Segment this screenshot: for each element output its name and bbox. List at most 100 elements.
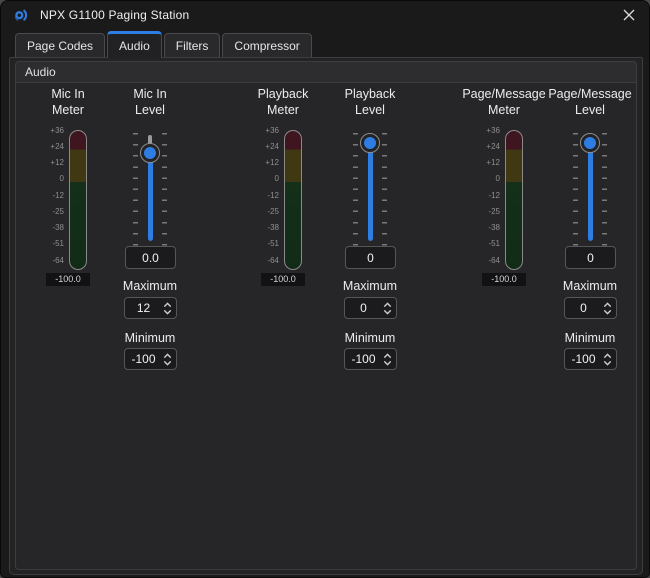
meter-value: -100.0 (261, 273, 305, 286)
spin-up-icon[interactable] (383, 301, 392, 308)
meter-column: Page/Message Meter +36 +24 +12 0 -12 -25 -38 -5… (462, 83, 546, 383)
level-value-field[interactable]: 0 (345, 246, 396, 269)
spin-down-icon[interactable] (603, 360, 612, 366)
spinner-buttons[interactable] (381, 298, 396, 318)
slider-title: Playback Level (338, 86, 402, 118)
spinner-buttons[interactable] (161, 349, 176, 369)
slider-ticks-left (353, 133, 358, 246)
slider-track[interactable] (368, 143, 373, 241)
minimum-value[interactable]: -100 (131, 352, 156, 366)
minimum-value[interactable]: -100 (351, 352, 376, 366)
meter-value: -100.0 (46, 273, 90, 286)
spin-down-icon[interactable] (603, 309, 612, 315)
spin-down-icon[interactable] (383, 360, 392, 366)
maximum-label: Maximum (342, 279, 398, 293)
slider-track[interactable] (588, 143, 593, 241)
slider-title-line2: Level (355, 103, 385, 117)
slider-handle[interactable] (140, 142, 160, 163)
minimum-spinbox[interactable]: -100 (344, 348, 397, 370)
meter-value: -100.0 (482, 273, 526, 286)
level-meter: +36 +24 +12 0 -12 -25 -38 -51 -64 (251, 126, 315, 270)
slider-handle[interactable] (360, 133, 380, 153)
meter-scale-label: +12 (486, 158, 500, 167)
maximum-spinbox[interactable]: 0 (344, 297, 397, 319)
spinner-buttons[interactable] (161, 298, 176, 318)
tab-compressor[interactable]: Compressor (222, 33, 312, 57)
spin-down-icon[interactable] (163, 309, 172, 315)
spinner-buttons[interactable] (381, 349, 396, 369)
app-logo-icon (13, 6, 31, 24)
maximum-value[interactable]: 0 (580, 301, 587, 315)
maximum-value[interactable]: 12 (136, 301, 151, 315)
group-body: Mic In Meter +36 +24 +12 0 -12 -25 -38 -51 -64 -… (16, 83, 636, 568)
slider-handle[interactable] (580, 133, 600, 153)
meter-title-line2: Meter (488, 103, 520, 117)
tab-filters[interactable]: Filters (163, 33, 221, 57)
meter-scale-label: -64 (488, 255, 500, 265)
level-slider[interactable] (558, 130, 622, 246)
minimum-spinbox[interactable]: -100 (564, 348, 617, 370)
tab-page-codes[interactable]: Page Codes (15, 33, 106, 57)
meter-scale-label: -25 (267, 206, 279, 216)
tab-label: Compressor (234, 38, 300, 53)
meter-scale-label: -38 (52, 223, 64, 232)
meter-title-line1: Playback (257, 87, 309, 101)
level-value-field[interactable]: 0 (565, 246, 616, 269)
meter-scale-label: -12 (267, 190, 279, 200)
minimum-label: Minimum (344, 331, 396, 345)
meter-title-line1: Mic In (51, 87, 85, 101)
meter-scale-label: +36 (486, 125, 500, 135)
meter-title: Playback Meter (251, 86, 315, 118)
spin-up-icon[interactable] (383, 352, 392, 359)
close-button[interactable] (622, 8, 636, 22)
maximum-label: Maximum (562, 279, 618, 293)
tab-audio[interactable]: Audio (107, 31, 162, 58)
spinner-buttons[interactable] (601, 349, 616, 369)
slider-ticks-left (573, 133, 578, 246)
spin-down-icon[interactable] (383, 309, 392, 315)
level-slider[interactable] (118, 130, 182, 246)
spin-down-icon[interactable] (163, 360, 172, 366)
slider-title: Mic In Level (118, 86, 182, 118)
level-slider-column: Playback Level 0 Maximum 0 Minimum -100 (338, 83, 402, 383)
level-slider[interactable] (338, 130, 402, 246)
level-meter: +36 +24 +12 0 -12 -25 -38 -51 -64 (472, 126, 536, 270)
slider-ticks-right (382, 133, 387, 246)
spinner-buttons[interactable] (601, 298, 616, 318)
tab-label: Audio (119, 39, 150, 53)
level-meter: +36 +24 +12 0 -12 -25 -38 -51 -64 (36, 126, 100, 270)
slider-handle-dot (364, 137, 376, 149)
meter-scale-label: -25 (488, 206, 500, 216)
meter-scale-label: +12 (265, 158, 279, 167)
slider-title-line2: Level (135, 103, 165, 117)
slider-handle-dot (144, 146, 156, 159)
maximum-value[interactable]: 0 (360, 301, 367, 315)
meter-scale-label: +24 (50, 141, 64, 151)
minimum-value[interactable]: -100 (571, 352, 596, 366)
tab-bar: Page Codes Audio Filters Compressor (15, 30, 312, 58)
maximum-spinbox[interactable]: 0 (564, 297, 617, 319)
spin-up-icon[interactable] (603, 352, 612, 359)
meter-column: Mic In Meter +36 +24 +12 0 -12 -25 -38 -51 -64 -… (36, 83, 100, 383)
slider-title-line1: Page/Message (548, 87, 632, 101)
spin-up-icon[interactable] (603, 301, 612, 308)
spin-up-icon[interactable] (163, 352, 172, 359)
meter-title-line2: Meter (267, 103, 299, 117)
meter-scale-label: -64 (52, 255, 64, 265)
level-value-field[interactable]: 0.0 (125, 246, 176, 269)
slider-track[interactable] (148, 152, 153, 241)
meter-bar (284, 130, 302, 270)
slider-ticks-right (602, 133, 607, 246)
meter-scale-label: +24 (265, 141, 279, 151)
audio-groupbox: Audio Mic In Meter +36 +24 +12 0 -12 -25 -38 -5… (15, 61, 637, 570)
maximum-spinbox[interactable]: 12 (124, 297, 177, 319)
meter-scale-label: -51 (488, 239, 500, 249)
spin-up-icon[interactable] (163, 301, 172, 308)
slider-title-line1: Mic In (133, 87, 167, 101)
minimum-spinbox[interactable]: -100 (124, 348, 177, 370)
meter-scale-label: +36 (50, 125, 64, 135)
level-slider-column: Mic In Level 0.0 Maximum 12 Minimum -100 (118, 83, 182, 383)
meter-scale: +36 +24 +12 0 -12 -25 -38 -51 -64 (251, 126, 279, 270)
meter-scale-label: -25 (52, 206, 64, 216)
